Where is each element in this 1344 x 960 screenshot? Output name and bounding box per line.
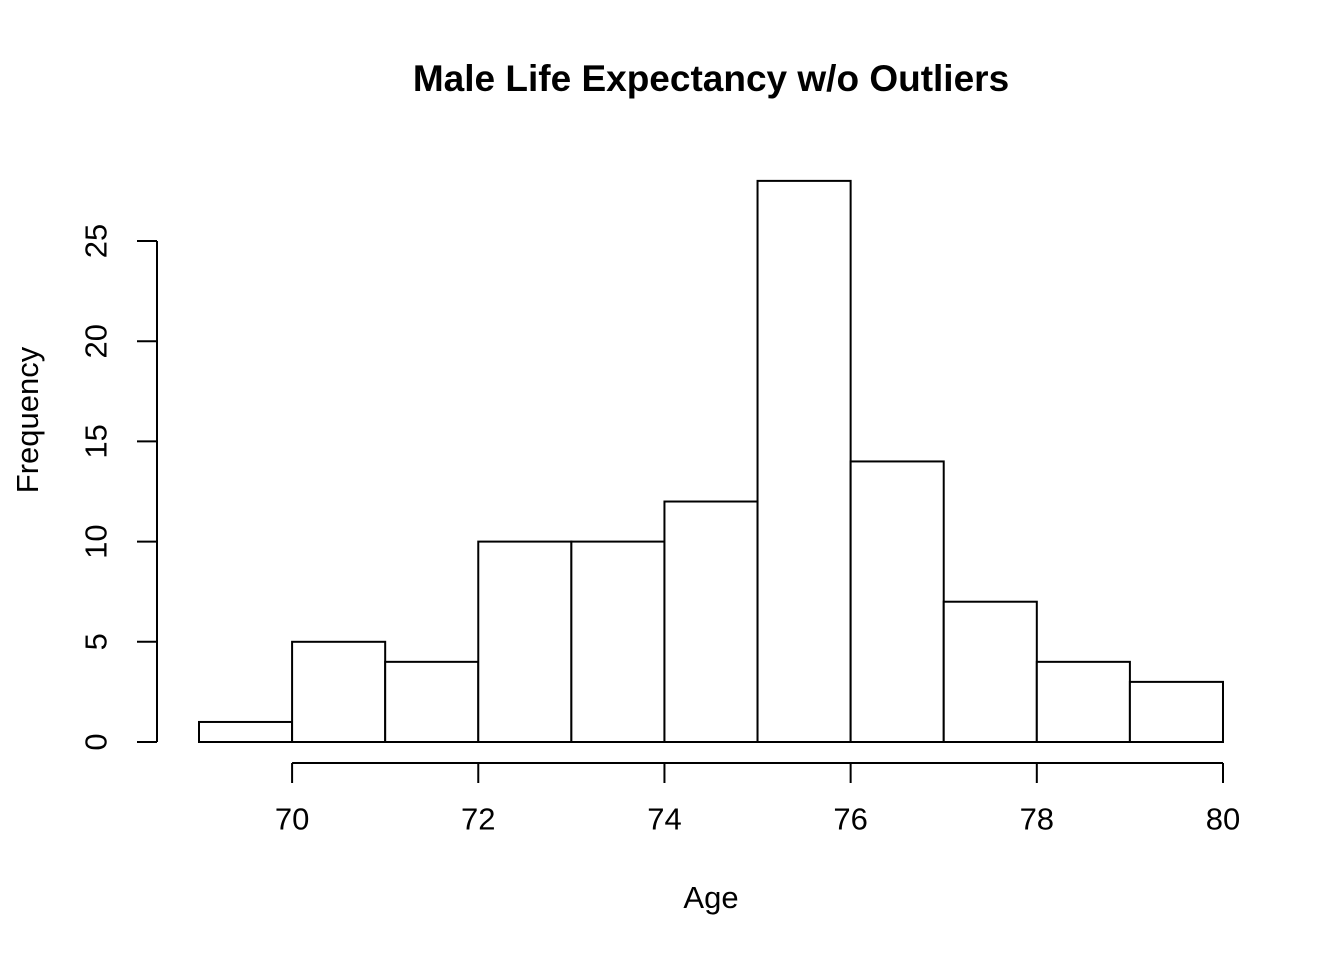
histogram-bar (1035, 660, 1131, 744)
histogram-bar (384, 660, 480, 744)
x-tick-label: 80 (1206, 802, 1240, 837)
histogram-bar (198, 720, 294, 744)
histogram-bar (1128, 680, 1224, 744)
x-tick-label: 70 (275, 802, 309, 837)
y-tick-label: 25 (79, 224, 114, 258)
y-axis-label: Frequency (10, 346, 45, 494)
x-tick-label: 78 (1020, 802, 1054, 837)
histogram-bar (849, 460, 945, 743)
x-axis-label: Age (683, 880, 739, 915)
y-tick-label: 10 (79, 524, 114, 558)
x-tick-label: 72 (461, 802, 495, 837)
y-tick-label: 20 (79, 324, 114, 358)
histogram-bar (942, 600, 1038, 743)
y-tick-label: 15 (79, 424, 114, 458)
histogram-bar (477, 540, 573, 743)
histogram-bar (663, 500, 759, 743)
x-tick-label: 74 (647, 802, 681, 837)
x-tick-label: 76 (833, 802, 867, 837)
y-tick-label: 0 (79, 733, 114, 750)
histogram-bar (756, 179, 852, 743)
chart-title: Male Life Expectancy w/o Outliers (412, 58, 1010, 99)
y-tick-label: 5 (79, 633, 114, 650)
histogram-bar (291, 640, 387, 743)
histogram-bar (570, 540, 666, 743)
